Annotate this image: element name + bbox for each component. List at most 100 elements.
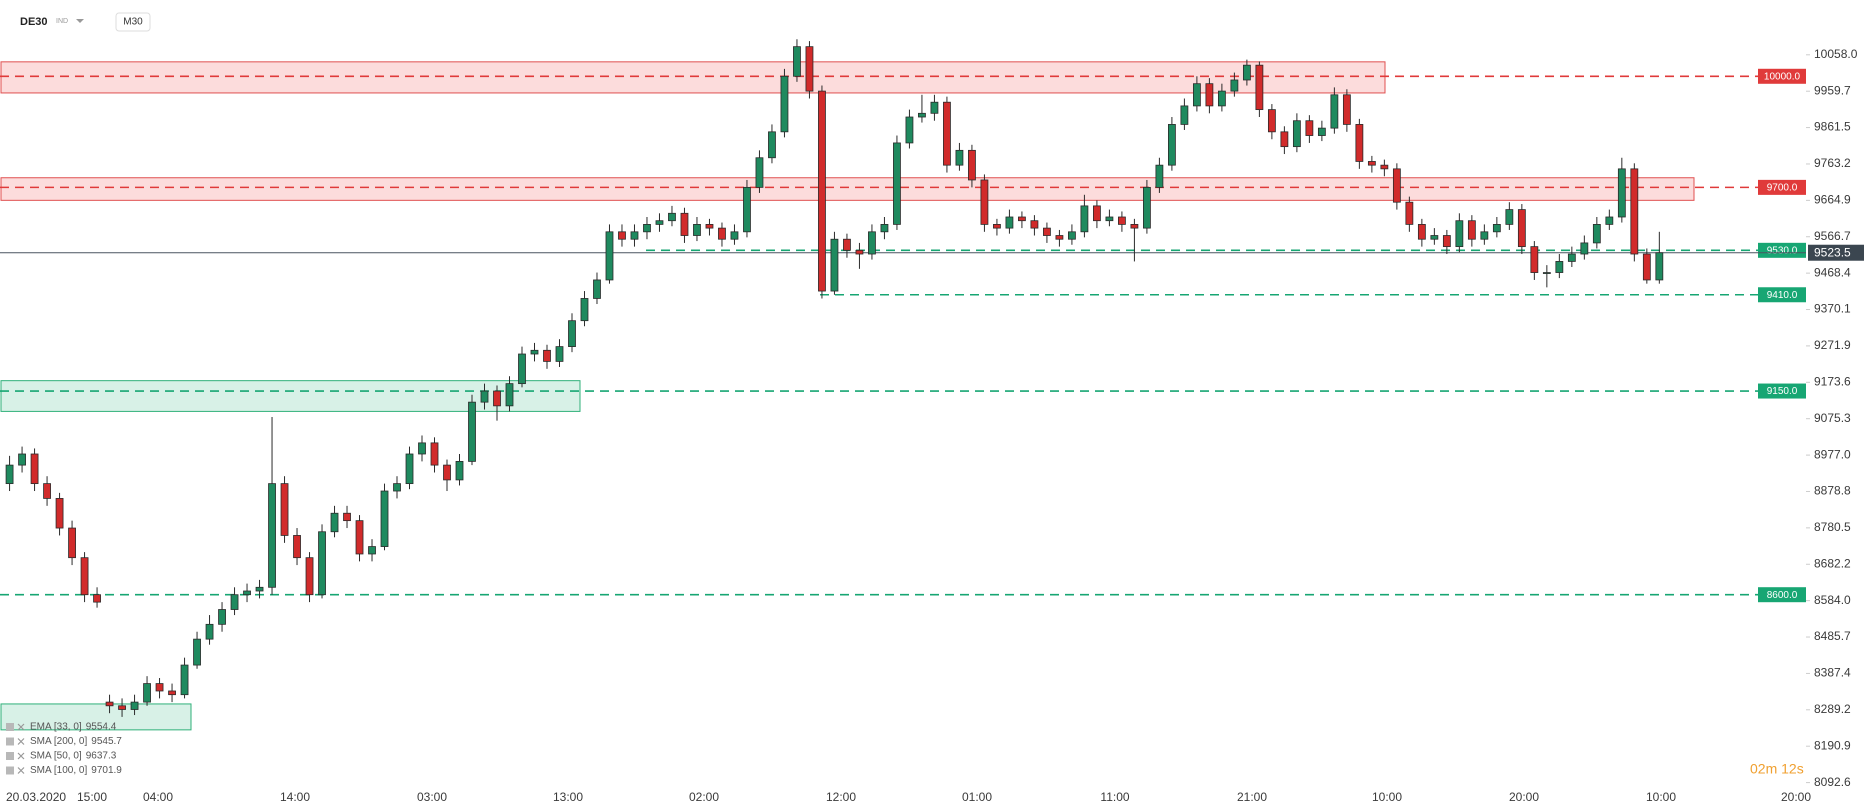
candle-body: [918, 112, 926, 118]
candle-body: [1380, 164, 1389, 170]
candle-body: [1592, 224, 1601, 244]
candle-body: [668, 212, 676, 222]
candle-body: [1068, 231, 1076, 240]
y-tick-label: 9075.3: [1814, 411, 1851, 425]
candle-body: [1280, 131, 1289, 148]
level-tag: [1758, 383, 1806, 399]
candle-body: [1155, 164, 1164, 188]
level-label: 9530.0: [1767, 245, 1798, 256]
candle-body: [1192, 83, 1201, 107]
x-tick-label: 20:00: [1509, 790, 1539, 804]
candle-body: [1005, 216, 1014, 229]
candles: [5, 39, 1664, 717]
y-tick-label: 9566.7: [1814, 229, 1851, 243]
candle-body: [1292, 120, 1301, 148]
candle-body: [843, 238, 851, 251]
candle-body: [1605, 216, 1614, 225]
time-axis: 20.03.2020 15:00 04:00 14:00 03:00 13:00 02:00…: [6, 790, 1811, 804]
y-tick-label: 8878.8: [1814, 484, 1851, 498]
indicator-icon: [6, 737, 14, 746]
candle-body: [355, 520, 364, 555]
candle-body: [368, 546, 376, 555]
level-label: 10000.0: [1764, 71, 1801, 82]
candle-body: [655, 220, 664, 225]
candle-body: [1517, 209, 1526, 248]
y-tick-label: 8092.6: [1814, 775, 1851, 789]
y-tick-label: 8780.5: [1814, 520, 1851, 534]
price-axis: 10058.0 9959.7 9861.5 9763.2 9664.9 9566.7 946…: [1806, 47, 1858, 789]
candle-body: [505, 383, 514, 407]
candle-body: [380, 490, 389, 547]
candle-body: [68, 527, 76, 559]
level-label: 9700.0: [1767, 183, 1798, 194]
candle-body: [1405, 201, 1414, 225]
candle-body: [618, 231, 626, 240]
candle-body: [630, 231, 639, 240]
candle-body: [230, 594, 239, 610]
candle-body: [730, 231, 739, 240]
y-tick-label: 9271.9: [1814, 338, 1851, 352]
indicator-name: SMA [50, 0]: [30, 751, 82, 762]
current-price-tag: [1808, 244, 1864, 261]
indicator-legend: EMA [33, 0] 9554.4 SMA [200, 0] 9545.7 SMA […: [6, 722, 122, 776]
zones: [0, 61, 1695, 731]
candle-body: [393, 483, 401, 492]
y-tick-label: 8485.7: [1814, 629, 1851, 643]
candle-body: [880, 224, 889, 233]
candle-body: [255, 586, 264, 592]
candle-body: [143, 683, 151, 703]
candle-body: [1317, 127, 1326, 136]
x-tick-label: 13:00: [553, 790, 583, 804]
candle-body: [43, 483, 51, 499]
y-tick-label: 8190.9: [1814, 738, 1851, 752]
candle-body: [830, 238, 839, 292]
candle-body: [5, 464, 14, 485]
level-tag: [1758, 68, 1806, 84]
candle-body: [768, 131, 776, 159]
dropdown-arrow[interactable]: [76, 19, 84, 23]
candle-body: [1055, 235, 1064, 240]
level-label: 9150.0: [1767, 386, 1798, 397]
x-tick-label: 15:00: [77, 790, 107, 804]
x-tick-label: 20:00: [1781, 790, 1811, 804]
y-tick-label: 9959.7: [1814, 83, 1851, 97]
candle-body: [980, 179, 989, 225]
candle-body: [743, 186, 751, 233]
candle-body: [443, 464, 451, 481]
y-tick-label: 9763.2: [1814, 156, 1851, 170]
candle-body: [643, 224, 651, 233]
candle-body: [1143, 186, 1151, 229]
candle-body: [718, 227, 726, 240]
candle-body: [518, 353, 526, 385]
symbol-tag: IND: [56, 18, 68, 25]
candle-body: [1617, 168, 1626, 218]
candle-body: [293, 535, 301, 559]
candle-body: [930, 101, 939, 114]
candle-body: [93, 594, 101, 603]
candle-body: [1330, 94, 1339, 129]
y-tick-label: 9468.4: [1814, 265, 1851, 279]
y-tick-label: 9861.5: [1814, 120, 1851, 134]
candle-body: [1305, 120, 1314, 136]
x-tick-label: 21:00: [1237, 790, 1267, 804]
candle-body: [343, 512, 351, 522]
candle-body: [593, 279, 601, 299]
indicator-name: SMA [100, 0]: [30, 765, 87, 776]
candle-body: [430, 442, 439, 466]
candle-body: [680, 212, 689, 236]
indicator-icon: [6, 766, 14, 775]
candle-timer: 02m 12s: [1750, 761, 1804, 777]
candle-body: [130, 701, 139, 710]
x-tick-label: 04:00: [143, 790, 173, 804]
candle-body: [1505, 209, 1514, 225]
candle-body: [1655, 252, 1664, 281]
level-tag: [1758, 179, 1806, 195]
candle-body: [1030, 220, 1039, 229]
timeframe-button[interactable]: [115, 12, 151, 32]
indicator-remove: [17, 738, 25, 745]
candle-body: [793, 46, 801, 77]
candle-body: [418, 442, 426, 455]
level-label: 9410.0: [1767, 290, 1798, 301]
candle-body: [193, 638, 201, 666]
